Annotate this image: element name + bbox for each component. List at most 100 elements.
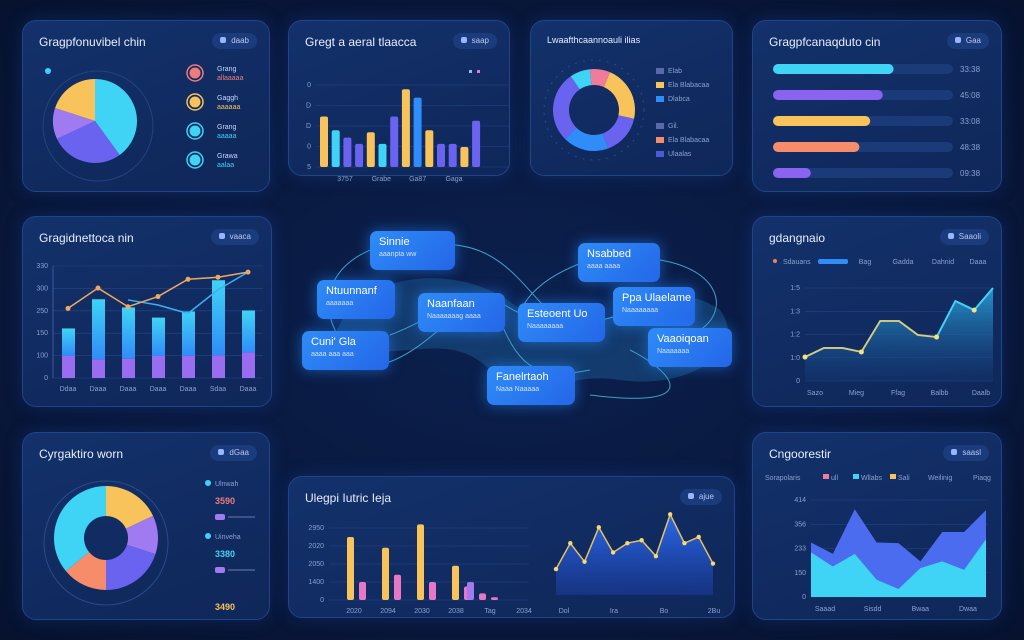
- bar: [390, 116, 399, 167]
- legend-label: Dahnid: [932, 259, 954, 266]
- pie-chart-panel: Gragpfonuvibel chin daab Grang allaaaaa Ga…: [22, 20, 270, 192]
- x-tick-label: Balbb: [931, 390, 949, 397]
- node-title: Vaaoiqoan: [657, 333, 709, 345]
- pie-slice: [602, 115, 635, 149]
- filter-badge[interactable]: saasl: [943, 445, 989, 461]
- badge-label: daab: [231, 36, 249, 45]
- legend-label: Ulnwah: [215, 481, 238, 488]
- node-title: Ppa Ulaelame: [622, 292, 692, 304]
- x-tick-label: Daaa: [150, 386, 167, 393]
- legend-value: 3590: [215, 496, 235, 506]
- y-tick-label: 1400: [308, 579, 324, 586]
- x-tick-label: Bo: [660, 608, 669, 615]
- network-node[interactable]: Nsabbed aaaa aaaa: [578, 243, 660, 282]
- x-tick-label: 2030: [414, 608, 430, 615]
- pie-ring: [42, 70, 154, 182]
- legend-value: 3490: [215, 602, 235, 612]
- progress-value: 33:38: [960, 65, 981, 74]
- filter-badge[interactable]: daab: [212, 33, 257, 49]
- network-node[interactable]: Sinnie aaanpta ww: [370, 231, 455, 270]
- y-tick-label: 300: [36, 285, 48, 292]
- badge-label: dGaa: [229, 448, 249, 457]
- legend-value: 3380: [215, 549, 235, 559]
- legend-dot: [189, 125, 201, 137]
- legend-label: Grawa: [217, 153, 238, 160]
- network-node[interactable]: Vaaoiqoan Naaaaaaa: [648, 328, 732, 367]
- node-subtitle: aaaaaaa: [326, 300, 354, 307]
- bar-base: [92, 359, 105, 378]
- filter-badge[interactable]: Saaoli: [939, 229, 989, 245]
- y-tick-label: 0: [796, 378, 800, 385]
- network-node[interactable]: Ppa Ulaelame Naaaaaaaa: [613, 287, 695, 326]
- legend-label: Gaggh: [217, 95, 238, 102]
- network-node[interactable]: Naanfaan Naaaaaaag aaaa: [418, 293, 505, 332]
- bar: [491, 597, 498, 600]
- badge-label: Gaa: [965, 36, 981, 45]
- line-point: [596, 525, 602, 530]
- y-tick-label: 0: [44, 375, 48, 382]
- node-subtitle: Naaaaaaa: [657, 348, 690, 355]
- legend-label: Grang: [217, 124, 237, 131]
- network-node[interactable]: Ntuunnanf aaaaaaa: [317, 280, 395, 319]
- node-subtitle: Naaa Naaaaa: [496, 386, 540, 393]
- legend-label: Ulaalas: [668, 151, 692, 158]
- panel-title: Lwaafthcaannoauli ilias: [547, 35, 641, 45]
- filter-badge[interactable]: saap: [452, 33, 497, 49]
- x-tick-label: Daaa: [240, 386, 257, 393]
- y-tick-label: 0: [307, 144, 311, 151]
- progress-value: 48:38: [960, 143, 981, 152]
- x-tick-label: Daaa: [90, 386, 107, 393]
- bar: [460, 147, 469, 167]
- y-tick-label: 250: [36, 308, 48, 315]
- legend-label: Grang: [217, 66, 237, 73]
- bar: [437, 143, 445, 167]
- line-point: [125, 304, 131, 310]
- panel-title: Gragidnettoca nin: [39, 231, 134, 245]
- filter-badge[interactable]: Gaa: [946, 33, 989, 49]
- x-tick-label: Dol: [559, 608, 570, 615]
- x-tick-label: 2034: [516, 608, 532, 615]
- y-tick-label: 2020: [308, 543, 324, 550]
- area-front: [811, 539, 986, 597]
- calendar-icon: [218, 449, 225, 455]
- bar: [425, 130, 434, 167]
- legend-swatch: [469, 70, 472, 73]
- legend-label: Ela Blabacaa: [668, 82, 709, 89]
- filter-badge[interactable]: ajue: [679, 489, 722, 505]
- y-tick-label: 2050: [308, 561, 324, 568]
- node-subtitle: Naaaaaaaa: [622, 307, 659, 314]
- pie-chart: Grang allaaaaa Gaggh aaaaaa Grang aaaaa Grawa a…: [42, 64, 244, 182]
- line-point: [802, 354, 808, 360]
- bar-base: [122, 358, 135, 378]
- area-line-chart: Sdauans Bag Gadda Dahnid Daaa 0 1:0 1:2 1:3 1:5 Sa…: [773, 259, 994, 397]
- calendar-icon: [954, 37, 961, 43]
- legend-ring-icon: [186, 93, 204, 111]
- filter-badge[interactable]: dGaa: [210, 445, 257, 461]
- pie-slice: [53, 108, 95, 139]
- legend-label: Gil.: [668, 123, 679, 130]
- legend-swatch: [215, 514, 225, 520]
- network-node[interactable]: Cuni' Gla aaaa aaa aaa: [302, 331, 389, 370]
- badge-label: Saaoli: [958, 232, 981, 241]
- y-tick-label: D: [306, 103, 311, 110]
- area-line-panel: gdangnaio Saaoli Sdauans Bag Gadda Dahnid Da…: [752, 216, 1002, 407]
- bar: [472, 120, 481, 167]
- bar-base: [62, 355, 75, 378]
- legend-swatch: [818, 259, 848, 264]
- progress-bars-panel: Gragpfcanaqduto cin Gaa 33:38 45:08 33:08 4…: [752, 20, 1002, 192]
- filter-badge[interactable]: vaaca: [210, 229, 259, 245]
- network-node[interactable]: Fanelrtaoh Naaa Naaaaa: [487, 366, 575, 405]
- line-point: [215, 274, 221, 280]
- progress-value: 33:08: [960, 117, 981, 126]
- legend-label: Sali: [898, 475, 910, 482]
- pie-slice: [54, 486, 106, 572]
- donut-panel-2: Cyrgaktiro worn dGaa Ulnwah 3590 Uinveha 33…: [22, 432, 270, 620]
- bar-top: [122, 307, 135, 359]
- x-tick-label: Daaa: [180, 386, 197, 393]
- bar-base: [182, 355, 195, 378]
- panel-title: Gregt a aeral tlaacca: [305, 35, 417, 49]
- network-node[interactable]: Esteoent Uo Naaaaaaaa: [518, 303, 605, 342]
- legend-label: Gadda: [892, 259, 913, 266]
- x-tick-label: Daaa: [120, 386, 137, 393]
- bar: [331, 130, 340, 167]
